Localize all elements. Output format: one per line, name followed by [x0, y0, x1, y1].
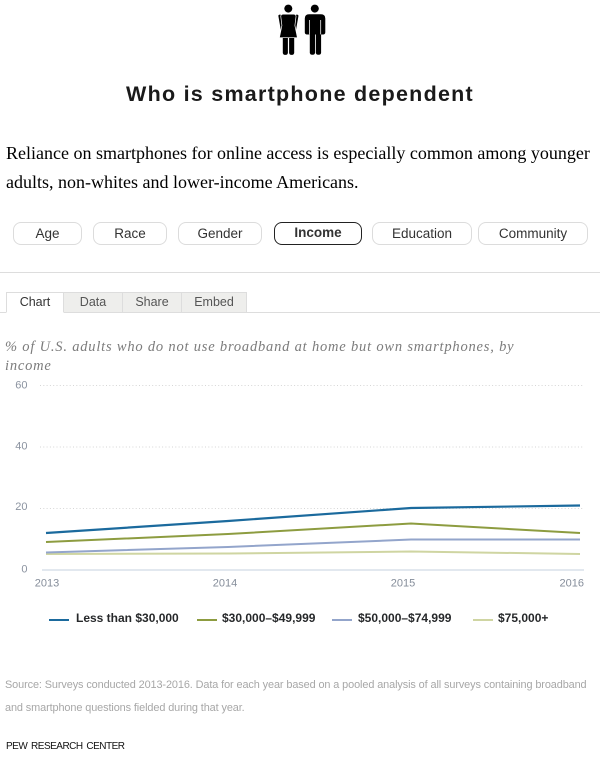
svg-text:2015: 2015: [391, 578, 415, 590]
svg-text:0: 0: [21, 564, 27, 576]
svg-text:2013: 2013: [35, 578, 59, 590]
svg-text:2016: 2016: [560, 578, 584, 590]
svg-text:40: 40: [15, 440, 27, 452]
svg-text:2014: 2014: [213, 578, 237, 590]
svg-text:60: 60: [15, 380, 27, 392]
svg-text:20: 20: [15, 501, 27, 513]
